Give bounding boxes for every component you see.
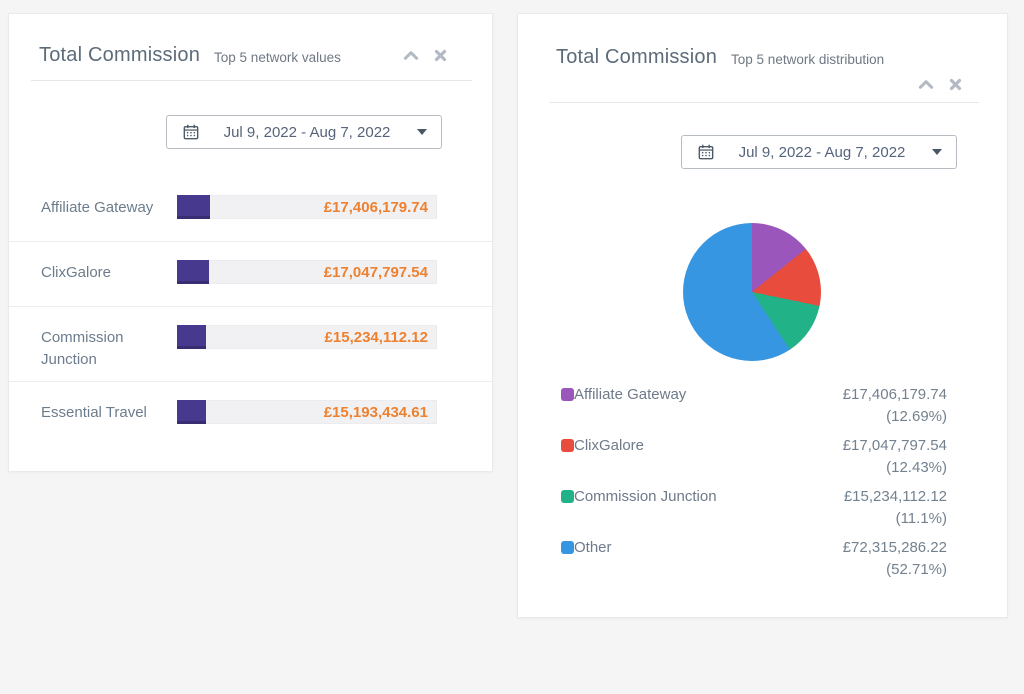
bar-track: £17,406,179.74 (177, 195, 437, 219)
bar-fill (177, 195, 210, 219)
legend-label: Other (574, 539, 612, 556)
widget-title: Total Commission (556, 46, 718, 68)
legend-swatch (561, 388, 574, 401)
calendar-icon (698, 144, 714, 160)
legend-value: £17,047,797.54 (842, 437, 947, 454)
bar-track: £17,047,797.54 (177, 260, 437, 284)
calendar-icon (183, 124, 199, 140)
total-commission-values-widget: Total Commission Top 5 network values Ju… (8, 13, 493, 472)
widget-subtitle: Top 5 network values (214, 50, 341, 65)
bar-track: £15,234,112.12 (177, 325, 437, 349)
date-range-picker[interactable]: Jul 9, 2022 - Aug 7, 2022 (166, 115, 442, 149)
legend-swatch (561, 439, 574, 452)
close-icon[interactable] (432, 49, 448, 63)
widget-title: Total Commission (39, 44, 201, 66)
widget-subtitle: Top 5 network distribution (731, 52, 885, 67)
bar-row: Commission Junction £15,234,112.12 (9, 307, 492, 382)
header-divider (550, 102, 979, 103)
total-commission-distribution-widget: Total Commission Top 5 network distribut… (517, 13, 1008, 618)
legend-percent: (12.43%) (886, 459, 947, 476)
collapse-chevron-up-icon[interactable] (918, 77, 934, 91)
legend-item: Commission Junction £15,234,112.12 (11.1… (561, 486, 947, 530)
legend-swatch (561, 490, 574, 503)
close-icon[interactable] (947, 77, 963, 91)
widget-controls (518, 69, 1007, 91)
bar-fill (177, 260, 210, 284)
bar-value: £15,193,434.61 (323, 403, 428, 421)
bar-row: Essential Travel £15,193,434.61 (9, 382, 492, 447)
legend-label: Commission Junction (574, 488, 717, 505)
widget-header: Total Commission Top 5 network distribut… (518, 14, 1007, 69)
legend-percent: (12.69%) (886, 408, 947, 425)
date-range-text: Jul 9, 2022 - Aug 7, 2022 (738, 143, 906, 161)
bar-fill (177, 400, 206, 424)
widget-controls (403, 49, 448, 63)
date-range-text: Jul 9, 2022 - Aug 7, 2022 (223, 123, 391, 141)
legend-value: £17,406,179.74 (842, 386, 947, 403)
chevron-down-icon (417, 129, 427, 135)
pie-chart (683, 223, 821, 361)
header-divider (31, 80, 472, 81)
pie-legend: Affiliate Gateway £17,406,179.74 (12.69%… (561, 384, 947, 581)
legend-label: Affiliate Gateway (574, 386, 687, 403)
chevron-down-icon (932, 149, 942, 155)
date-range-picker[interactable]: Jul 9, 2022 - Aug 7, 2022 (681, 135, 957, 169)
widget-header: Total Commission Top 5 network values (9, 14, 492, 67)
bar-chart: Affiliate Gateway £17,406,179.74 ClixGal… (9, 177, 492, 447)
collapse-chevron-up-icon[interactable] (403, 49, 419, 63)
legend-swatch (561, 541, 574, 554)
legend-value: £72,315,286.22 (842, 539, 947, 556)
network-label: Affiliate Gateway (41, 199, 154, 216)
legend-item: ClixGalore £17,047,797.54 (12.43%) (561, 435, 947, 479)
bar-row: ClixGalore £17,047,797.54 (9, 242, 492, 307)
legend-item: Other £72,315,286.22 (52.71%) (561, 537, 947, 581)
legend-value: £15,234,112.12 (843, 488, 947, 505)
legend-percent: (52.71%) (886, 561, 947, 578)
bar-value: £15,234,112.12 (324, 328, 428, 346)
network-label: Essential Travel (41, 404, 147, 421)
legend-item: Affiliate Gateway £17,406,179.74 (12.69%… (561, 384, 947, 428)
legend-percent: (11.1%) (895, 510, 947, 527)
network-label: Commission Junction (41, 329, 124, 368)
bar-fill (177, 325, 206, 349)
bar-value: £17,406,179.74 (323, 198, 428, 216)
legend-label: ClixGalore (574, 437, 645, 454)
network-label: ClixGalore (41, 264, 112, 281)
bar-row: Affiliate Gateway £17,406,179.74 (9, 177, 492, 242)
bar-value: £17,047,797.54 (323, 263, 428, 281)
bar-track: £15,193,434.61 (177, 400, 437, 424)
